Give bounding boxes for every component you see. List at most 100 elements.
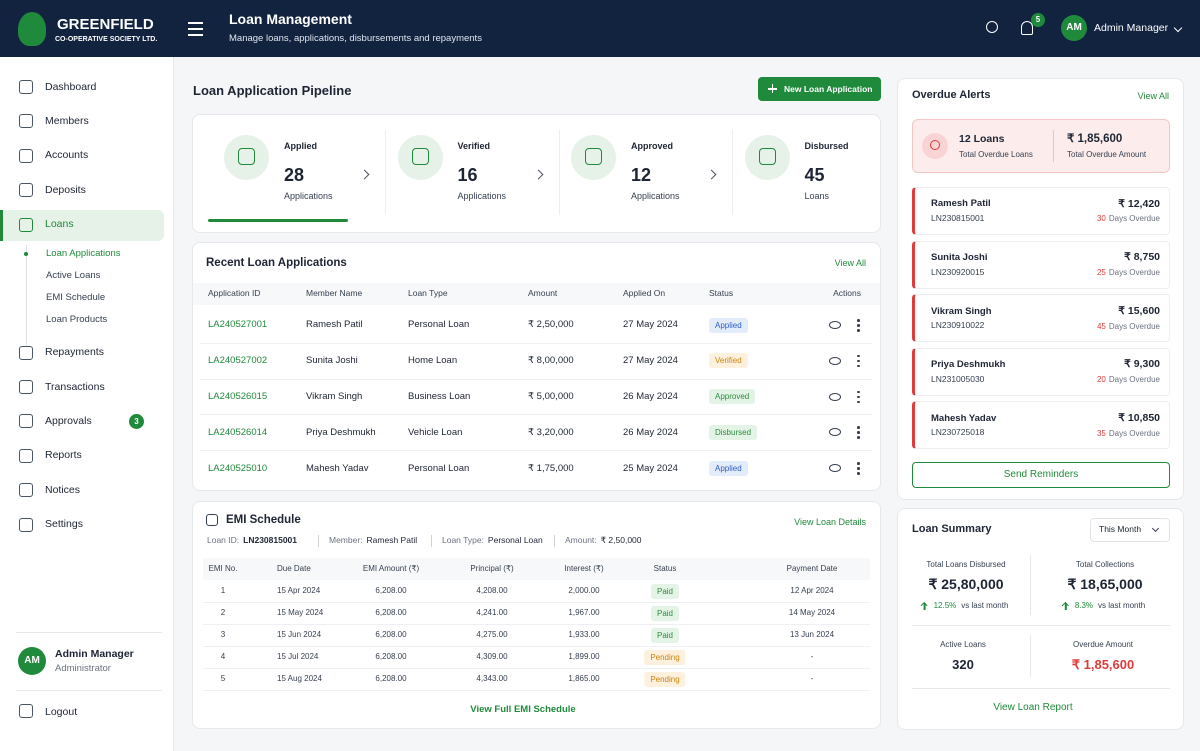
emi-cell: 6,208.00 xyxy=(375,652,407,662)
button[interactable] xyxy=(912,462,1170,488)
applied-on: 27 May 2024 xyxy=(623,355,678,367)
overdue-item[interactable] xyxy=(912,240,1170,289)
emi-cell: 1,967.00 xyxy=(568,608,600,618)
menu-dot[interactable] xyxy=(857,462,860,465)
subnav-item[interactable]: Active Loans xyxy=(46,269,101,281)
page-title: Loan Management xyxy=(229,11,352,28)
subnav-item[interactable]: Loan Products xyxy=(46,313,108,325)
row-divider xyxy=(203,646,870,647)
menu-dot[interactable] xyxy=(857,329,860,332)
menu-dot[interactable] xyxy=(857,431,860,434)
column-header: Loan Type xyxy=(408,288,448,299)
emi-cell: 15 Jun 2024 xyxy=(277,630,322,640)
nav-item[interactable]: Members xyxy=(45,115,89,128)
menu-dot[interactable] xyxy=(857,359,860,363)
link[interactable]: View All xyxy=(1137,90,1169,101)
nav-item[interactable]: Dashboard xyxy=(45,80,97,93)
menu-icon[interactable] xyxy=(188,22,203,24)
menu-dot[interactable] xyxy=(857,426,860,429)
emi-cell: 14 May 2024 xyxy=(788,608,836,618)
logout[interactable]: Logout xyxy=(45,705,78,718)
application-id[interactable]: LA240526014 xyxy=(208,426,268,438)
nav-active-bar xyxy=(0,209,3,241)
view-icon[interactable] xyxy=(829,464,841,473)
link[interactable]: View All xyxy=(834,257,866,268)
amount: ₹ 10,850 xyxy=(1118,412,1160,425)
bell-icon[interactable] xyxy=(1021,21,1033,35)
menu-dot[interactable] xyxy=(857,472,860,475)
menu-dot[interactable] xyxy=(857,319,860,322)
avatar[interactable] xyxy=(1061,15,1087,41)
link[interactable]: View Full EMI Schedule xyxy=(470,704,576,716)
dropdown[interactable] xyxy=(1090,518,1170,542)
nav-item[interactable]: Deposits xyxy=(45,183,86,196)
loan-type: Personal Loan xyxy=(408,462,470,474)
nav-item[interactable]: Settings xyxy=(45,518,83,531)
overdue-item[interactable] xyxy=(912,187,1170,235)
change-label: vs last month xyxy=(961,601,1009,611)
emi-cell: 4,343.00 xyxy=(476,674,508,684)
emi-cell: 4,275.00 xyxy=(476,630,508,640)
nav-item[interactable]: Loans xyxy=(45,218,74,231)
emi-cell: 12 Apr 2024 xyxy=(790,586,834,596)
stage-label: Verified xyxy=(457,140,491,151)
nav-item[interactable]: Approvals xyxy=(45,415,92,428)
applied-on: 27 May 2024 xyxy=(623,319,678,331)
nav-item[interactable]: Accounts xyxy=(45,149,89,162)
view-icon[interactable] xyxy=(829,321,841,329)
menu-dot[interactable] xyxy=(857,390,860,394)
section-title: Overdue Alerts xyxy=(912,89,991,102)
menu-icon[interactable] xyxy=(188,28,203,30)
meta-divider xyxy=(431,535,432,547)
nav-item[interactable]: Notices xyxy=(45,483,81,496)
user-name[interactable]: Admin Manager xyxy=(1094,21,1169,34)
view-icon[interactable] xyxy=(829,392,841,401)
link[interactable]: View Loan Details xyxy=(794,516,866,527)
menu-dot[interactable] xyxy=(857,395,860,399)
overdue-item[interactable] xyxy=(912,401,1170,450)
application-id[interactable]: LA240527002 xyxy=(208,355,268,367)
overdue-item[interactable] xyxy=(912,347,1170,396)
button[interactable] xyxy=(758,77,881,101)
stage-count: 16 xyxy=(457,165,478,186)
icon xyxy=(930,140,940,150)
stage-divider xyxy=(732,130,733,215)
link[interactable]: View Loan Report xyxy=(993,702,1073,713)
view-icon[interactable] xyxy=(829,428,841,437)
search-icon[interactable] xyxy=(986,21,998,33)
loan-id: LN231005030 xyxy=(931,373,985,384)
menu-dot[interactable] xyxy=(857,354,860,358)
application-id[interactable]: LA240527001 xyxy=(208,319,268,331)
view-icon[interactable] xyxy=(829,356,841,365)
amount: ₹ 3,20,000 xyxy=(528,426,574,438)
subnav-item[interactable]: Loan Applications xyxy=(46,247,121,259)
loan-type: Personal Loan xyxy=(408,319,470,331)
nav-item[interactable]: Transactions xyxy=(45,380,105,393)
overdue-amount: ₹ 1,85,600 xyxy=(1067,132,1123,145)
application-id[interactable]: LA240525010 xyxy=(208,462,268,474)
menu-icon[interactable] xyxy=(188,34,203,36)
emi-cell: 1,865.00 xyxy=(568,674,600,684)
menu-dot[interactable] xyxy=(857,436,860,439)
menu-dot[interactable] xyxy=(857,400,860,404)
column-header: Applied On xyxy=(623,288,666,299)
emi-cell: 4,241.00 xyxy=(476,608,508,618)
amount: ₹ 9,300 xyxy=(1124,358,1160,371)
row-divider xyxy=(203,602,870,603)
menu-dot[interactable] xyxy=(857,324,860,327)
overdue-item[interactable] xyxy=(912,294,1170,343)
nav-item[interactable]: Reports xyxy=(45,449,82,462)
icon xyxy=(19,704,33,718)
menu-dot[interactable] xyxy=(857,364,860,368)
application-id[interactable]: LA240526015 xyxy=(208,390,268,402)
subnav-item[interactable]: EMI Schedule xyxy=(46,291,106,303)
row-divider xyxy=(203,690,870,691)
nav-item[interactable]: Repayments xyxy=(45,346,104,359)
member-name: Mahesh Yadav xyxy=(931,412,997,424)
applied-on: 26 May 2024 xyxy=(623,426,678,438)
menu-dot[interactable] xyxy=(857,467,860,470)
stat-change: 12.5% vs last month xyxy=(920,600,1009,611)
nav-badge xyxy=(129,414,144,430)
status-badge: Paid xyxy=(650,627,680,643)
change: 12.5% xyxy=(933,601,957,611)
